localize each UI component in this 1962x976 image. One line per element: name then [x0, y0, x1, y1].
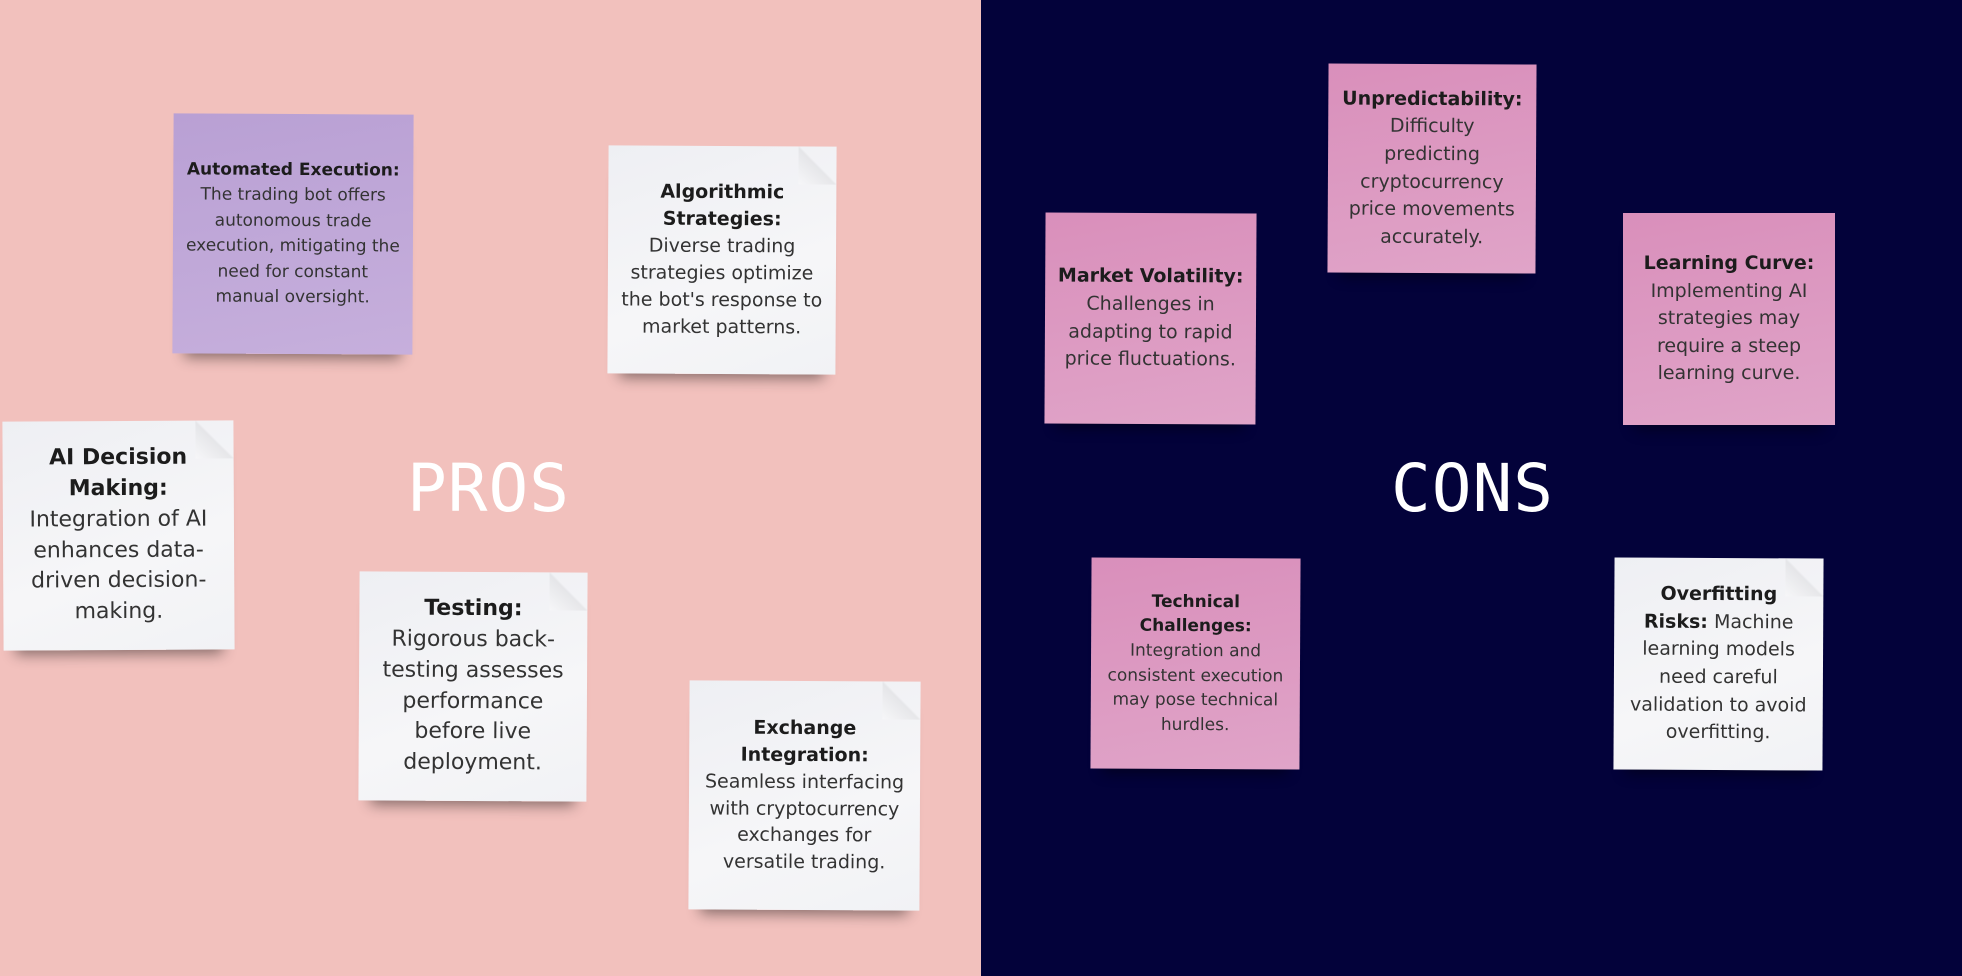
note-body: Difficulty predicting cryptocurrency pri…	[1348, 115, 1515, 248]
note-body: Challenges in adapting to rapid price fl…	[1064, 292, 1236, 371]
note-body: Seamless interfacing with cryptocurrency…	[704, 770, 905, 874]
note-body: Diverse trading strategies optimize the …	[621, 234, 823, 339]
note-title: AI Decision Making:	[48, 444, 188, 502]
cons-heading: CONS	[1391, 450, 1554, 527]
note-title: Automated Execution:	[186, 158, 400, 181]
note-title: Technical Challenges:	[1139, 591, 1252, 637]
note-title: Testing:	[424, 595, 523, 622]
note-title: Unpredictability:	[1342, 87, 1523, 111]
sticky-note-algorithmic-strategies[interactable]: Algorithmic Strategies: Diverse trading s…	[607, 145, 837, 375]
sticky-note-overfitting-risks[interactable]: Overfitting Risks: Machine learning mode…	[1613, 557, 1824, 771]
note-body: Implementing AI strategies may require a…	[1650, 279, 1808, 385]
sticky-note-exchange-integration[interactable]: Exchange Integration: Seamless interfacin…	[688, 680, 921, 911]
pros-heading: PROS	[407, 450, 570, 527]
sticky-note-ai-decision-making[interactable]: AI Decision Making: Integration of AI enh…	[2, 420, 235, 651]
sticky-note-market-volatility[interactable]: Market Volatility: Challenges in adapting…	[1044, 212, 1257, 425]
sticky-note-automated-execution[interactable]: Automated Execution: The trading bot offe…	[172, 113, 414, 355]
note-title: Market Volatility:	[1057, 264, 1244, 288]
note-body: Integration and consistent execution may…	[1107, 640, 1284, 735]
note-title: Algorithmic Strategies:	[660, 180, 785, 231]
note-body: The trading bot offers autonomous trade …	[185, 184, 400, 308]
sticky-note-technical-challenges[interactable]: Technical Challenges: Integration and con…	[1090, 557, 1301, 770]
note-body: Rigorous back-testing assesses performan…	[382, 626, 564, 776]
note-title: Exchange Integration:	[740, 716, 869, 766]
sticky-note-testing[interactable]: Testing: Rigorous back-testing assesses p…	[358, 571, 588, 802]
note-title: Learning Curve:	[1643, 252, 1815, 275]
note-body: Integration of AI enhances data-driven d…	[29, 506, 208, 625]
sticky-note-unpredictability[interactable]: Unpredictability: Difficulty predicting c…	[1327, 63, 1537, 274]
sticky-note-learning-curve[interactable]: Learning Curve: Implementing AI strategie…	[1623, 213, 1835, 425]
